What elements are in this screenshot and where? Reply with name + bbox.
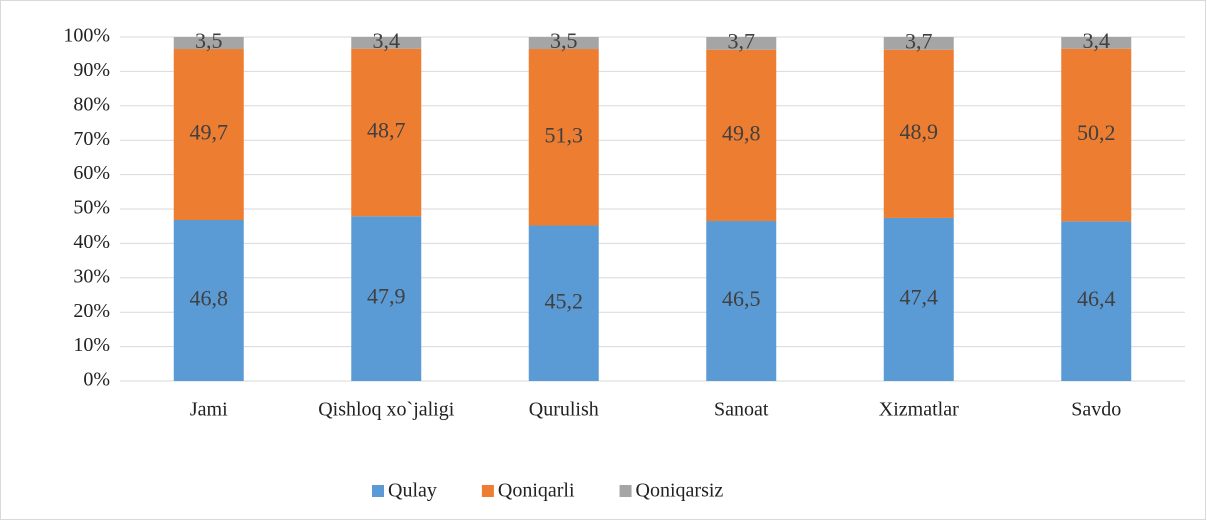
x-tick-label: Qishloq xo`jaligi [318,399,455,421]
bar-segment [528,49,599,226]
bar-segment [706,49,777,222]
bar-segment [883,49,954,218]
bar-segment [1061,48,1132,222]
y-tick-label: 90% [73,59,110,81]
x-tick-label: Xizmatlar [879,399,959,421]
data-label: 46,5 [722,286,761,311]
bar-segment [706,37,777,50]
data-label: 3,7 [728,28,756,53]
data-label: 3,7 [905,28,933,53]
y-tick-label: 20% [73,300,110,322]
data-label: 48,7 [367,118,406,143]
bar-segment [883,37,954,50]
y-tick-label: 40% [73,231,110,253]
bar-segment [173,49,244,221]
data-label: 49,7 [190,120,229,145]
bar-segment [351,37,422,49]
legend-swatch [619,485,632,497]
bar-segment [528,225,599,381]
data-label: 3,5 [550,28,578,53]
y-tick-label: 30% [73,265,110,287]
x-tick-label: Sanoat [714,399,769,421]
data-label: 3,4 [1083,28,1111,53]
y-tick-label: 60% [73,162,110,184]
bar-segment [706,221,777,381]
y-tick-label: 80% [73,93,110,115]
data-label: 46,8 [190,286,229,311]
y-tick-label: 50% [73,197,110,219]
bar-segment [1061,221,1132,381]
legend-label: Qoniqarsiz [636,480,724,502]
bar-segment [1061,37,1132,49]
legend-label: Qoniqarli [498,480,575,502]
x-tick-label: Qurulish [529,399,599,421]
bar-segment [173,220,244,381]
data-label: 49,8 [722,120,761,145]
data-label: 3,5 [195,28,223,53]
data-label: 50,2 [1077,120,1116,145]
x-tick-label: Savdo [1071,399,1121,421]
data-label: 45,2 [545,288,584,313]
y-tick-label: 10% [73,334,110,356]
data-label: 46,4 [1077,286,1116,311]
x-tick-label: Jami [190,399,228,421]
bar-segment [351,216,422,381]
data-label: 47,4 [900,285,939,310]
data-label: 51,3 [545,122,584,147]
y-tick-label: 0% [83,369,110,391]
data-label: 3,4 [373,28,401,53]
data-label: 47,9 [367,284,406,309]
legend-swatch [372,485,384,497]
y-tick-label: 70% [73,128,110,150]
y-tick-label: 100% [63,25,110,47]
data-label: 48,9 [900,119,939,144]
bar-segment [351,48,422,217]
bar-segment [883,217,954,381]
bar-segment [528,37,599,50]
legend-label: Qulay [388,480,437,502]
legend-swatch [481,485,494,497]
bar-segment [173,37,244,50]
